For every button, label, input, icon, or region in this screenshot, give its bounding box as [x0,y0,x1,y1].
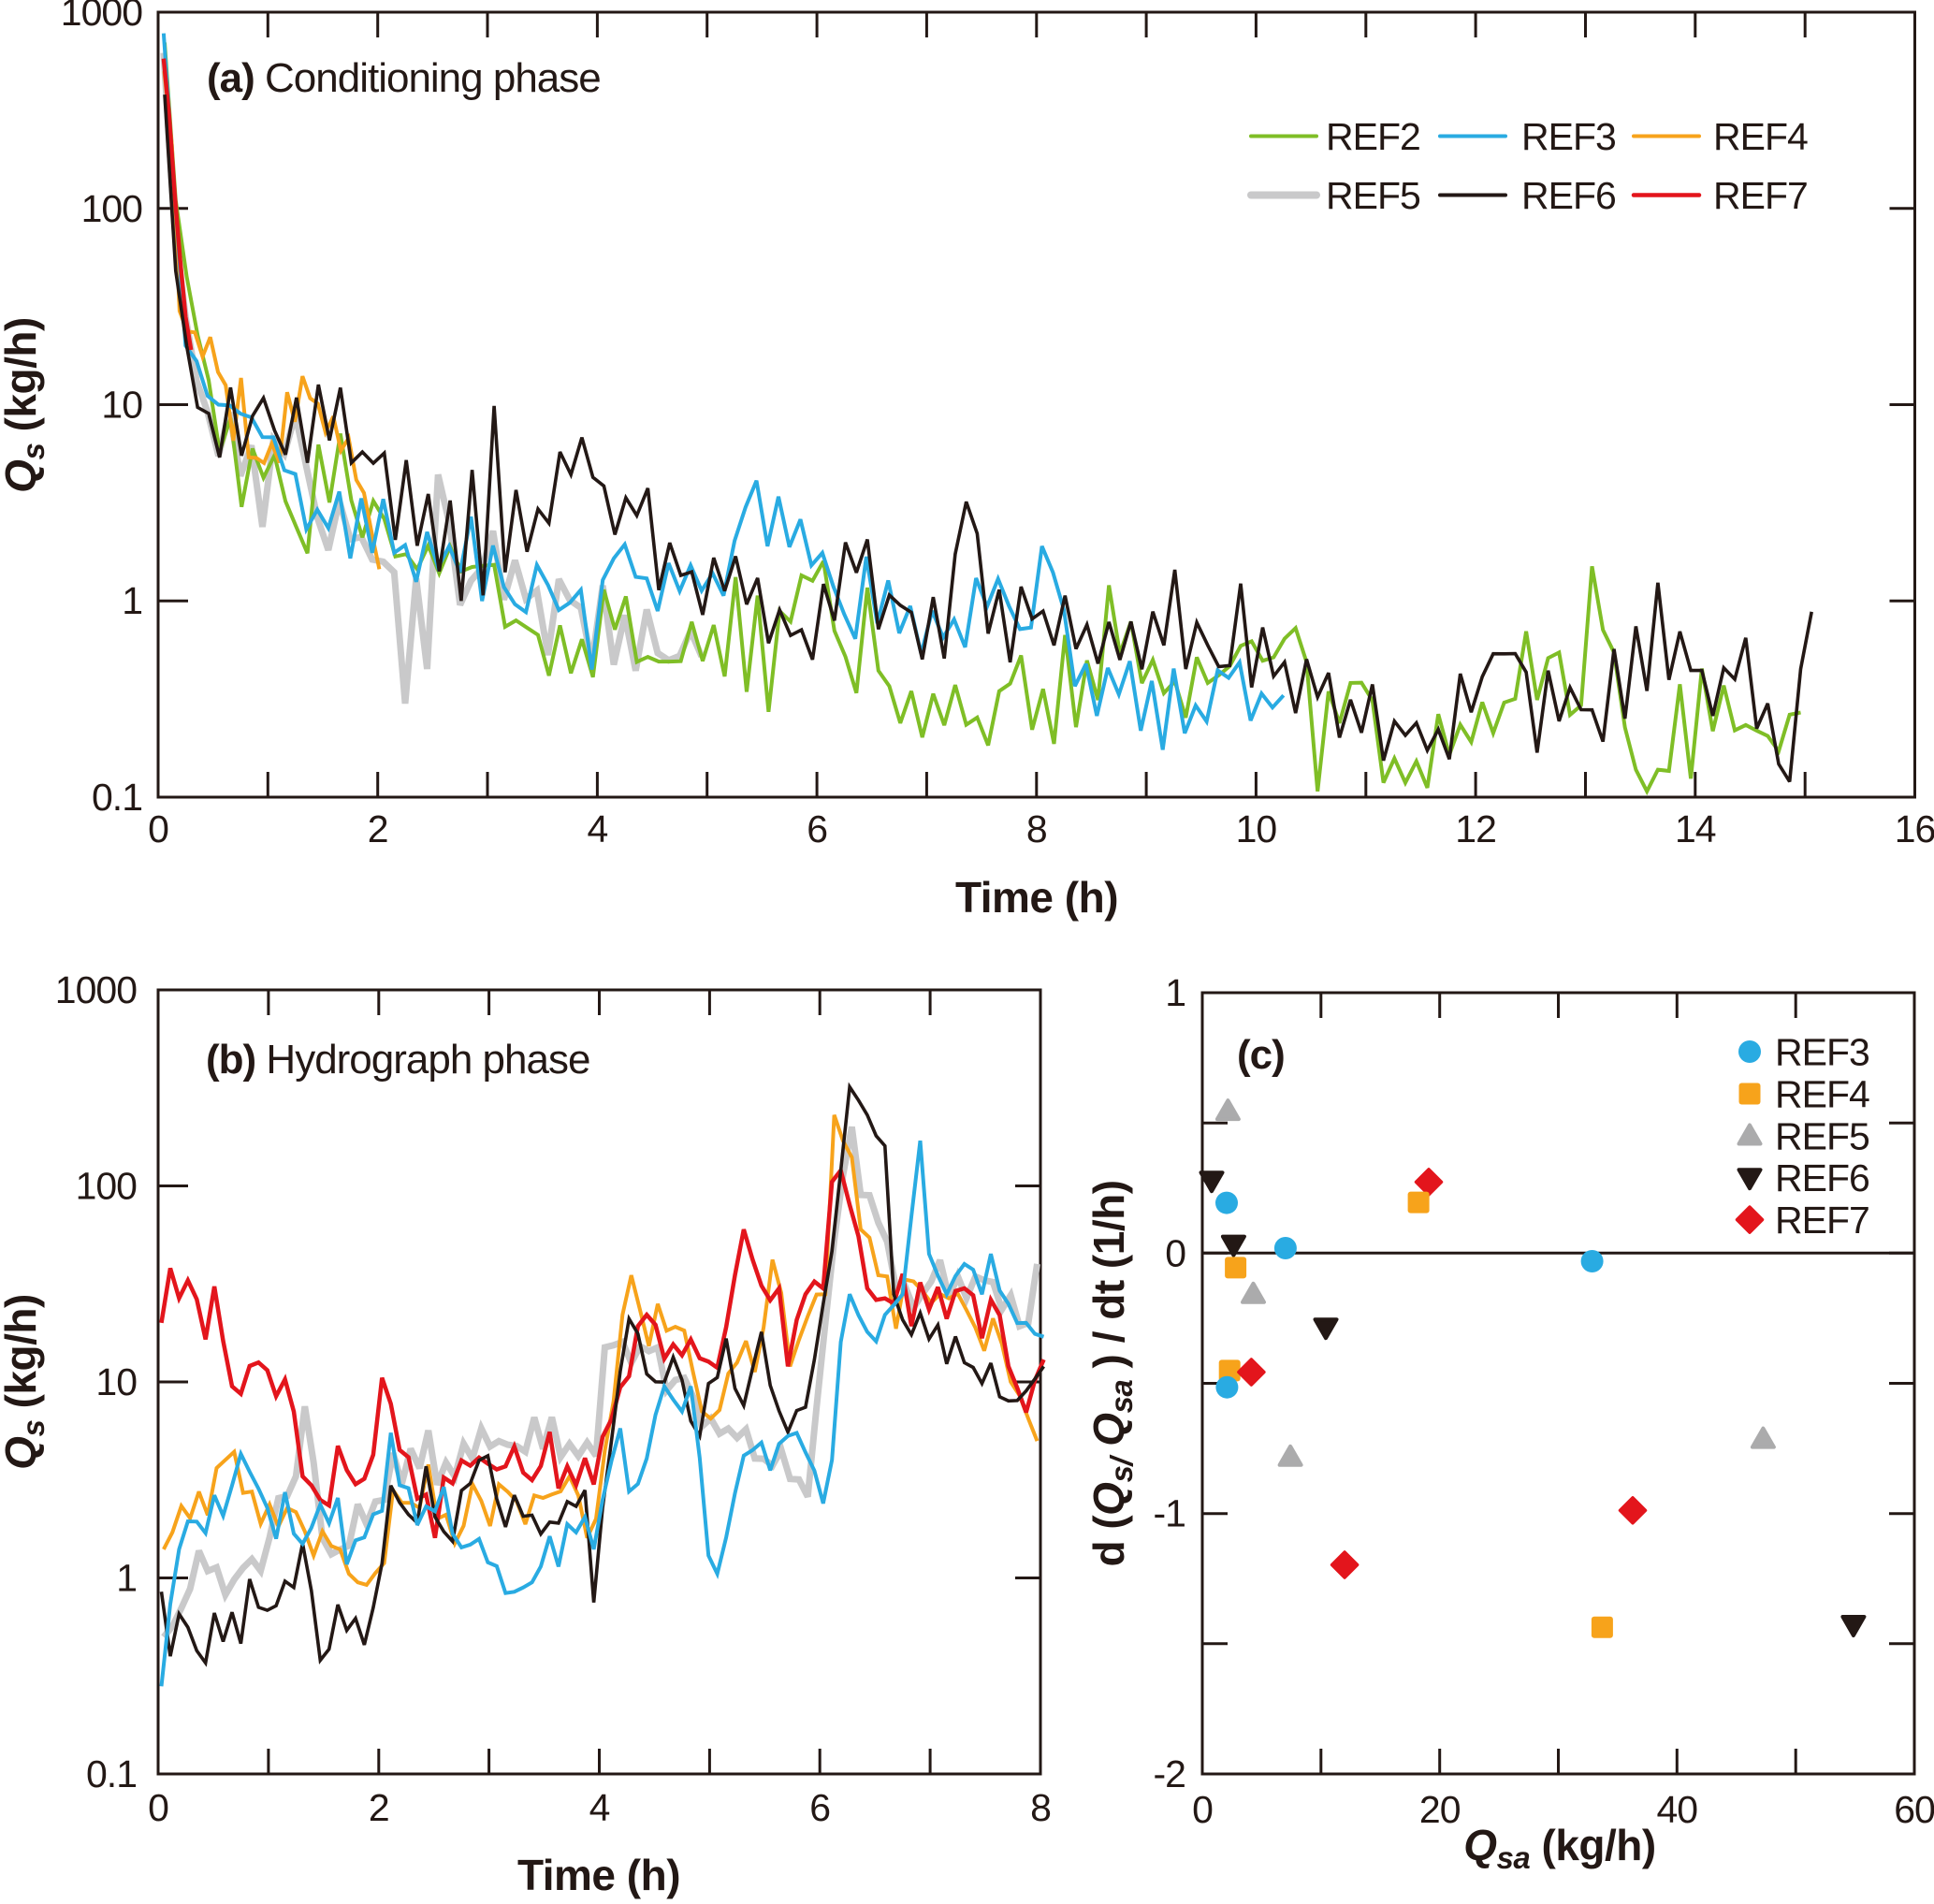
svg-text:2: 2 [369,1786,389,1829]
svg-text:4: 4 [587,807,607,850]
svg-text:0.1: 0.1 [92,776,142,819]
svg-text:REF2: REF2 [1326,115,1420,158]
svg-text:REF3: REF3 [1775,1031,1869,1074]
svg-text:REF6: REF6 [1521,174,1616,217]
svg-text:0: 0 [148,807,168,850]
svg-text:10: 10 [1236,807,1277,850]
svg-text:10: 10 [101,384,142,427]
svg-text:REF3: REF3 [1521,115,1616,158]
svg-text:14: 14 [1675,807,1716,850]
svg-text:(c): (c) [1237,1032,1285,1078]
svg-text:0.1: 0.1 [86,1752,137,1795]
svg-text:Time (h): Time (h) [517,1851,680,1899]
svg-text:12: 12 [1455,807,1496,850]
svg-text:60: 60 [1894,1788,1934,1831]
svg-text:(b) Hydrograph phase: (b) Hydrograph phase [206,1037,589,1083]
svg-text:10: 10 [95,1360,137,1403]
svg-text:1: 1 [116,1557,137,1600]
svg-text:Qs (kg/h): Qs (kg/h) [0,1294,51,1470]
svg-text:0: 0 [148,1786,168,1829]
svg-text:d (Qs/ Qsa ) / dt (1/h): d (Qs/ Qsa ) / dt (1/h) [1084,1180,1139,1566]
svg-text:6: 6 [809,1786,830,1829]
svg-text:0: 0 [1165,1231,1185,1274]
svg-text:4: 4 [589,1786,610,1829]
svg-text:8: 8 [1026,807,1047,850]
svg-text:Qs (kg/h): Qs (kg/h) [0,317,51,493]
svg-text:-2: -2 [1154,1752,1185,1795]
svg-text:(a) Conditioning phase: (a) Conditioning phase [207,55,601,101]
svg-text:100: 100 [76,1165,138,1208]
svg-text:6: 6 [807,807,827,850]
svg-text:0: 0 [1192,1788,1213,1831]
svg-text:-1: -1 [1154,1492,1185,1535]
svg-text:Time (h): Time (h) [955,873,1118,922]
svg-text:REF5: REF5 [1326,174,1420,217]
svg-text:1: 1 [1165,971,1185,1014]
svg-text:REF4: REF4 [1713,115,1808,158]
svg-text:Qsa (kg/h): Qsa (kg/h) [1463,1821,1655,1875]
svg-text:20: 20 [1419,1788,1461,1831]
svg-text:1: 1 [122,579,142,622]
svg-text:REF7: REF7 [1713,174,1808,217]
svg-text:REF5: REF5 [1775,1115,1869,1158]
svg-text:8: 8 [1030,1786,1051,1829]
svg-text:2: 2 [368,807,388,850]
svg-text:40: 40 [1656,1788,1697,1831]
svg-text:16: 16 [1895,807,1934,850]
svg-text:1000: 1000 [55,968,137,1011]
svg-text:REF6: REF6 [1775,1156,1869,1199]
svg-text:100: 100 [81,187,143,230]
svg-text:REF7: REF7 [1775,1199,1869,1242]
svg-text:REF4: REF4 [1775,1073,1869,1116]
svg-text:1000: 1000 [61,0,142,34]
